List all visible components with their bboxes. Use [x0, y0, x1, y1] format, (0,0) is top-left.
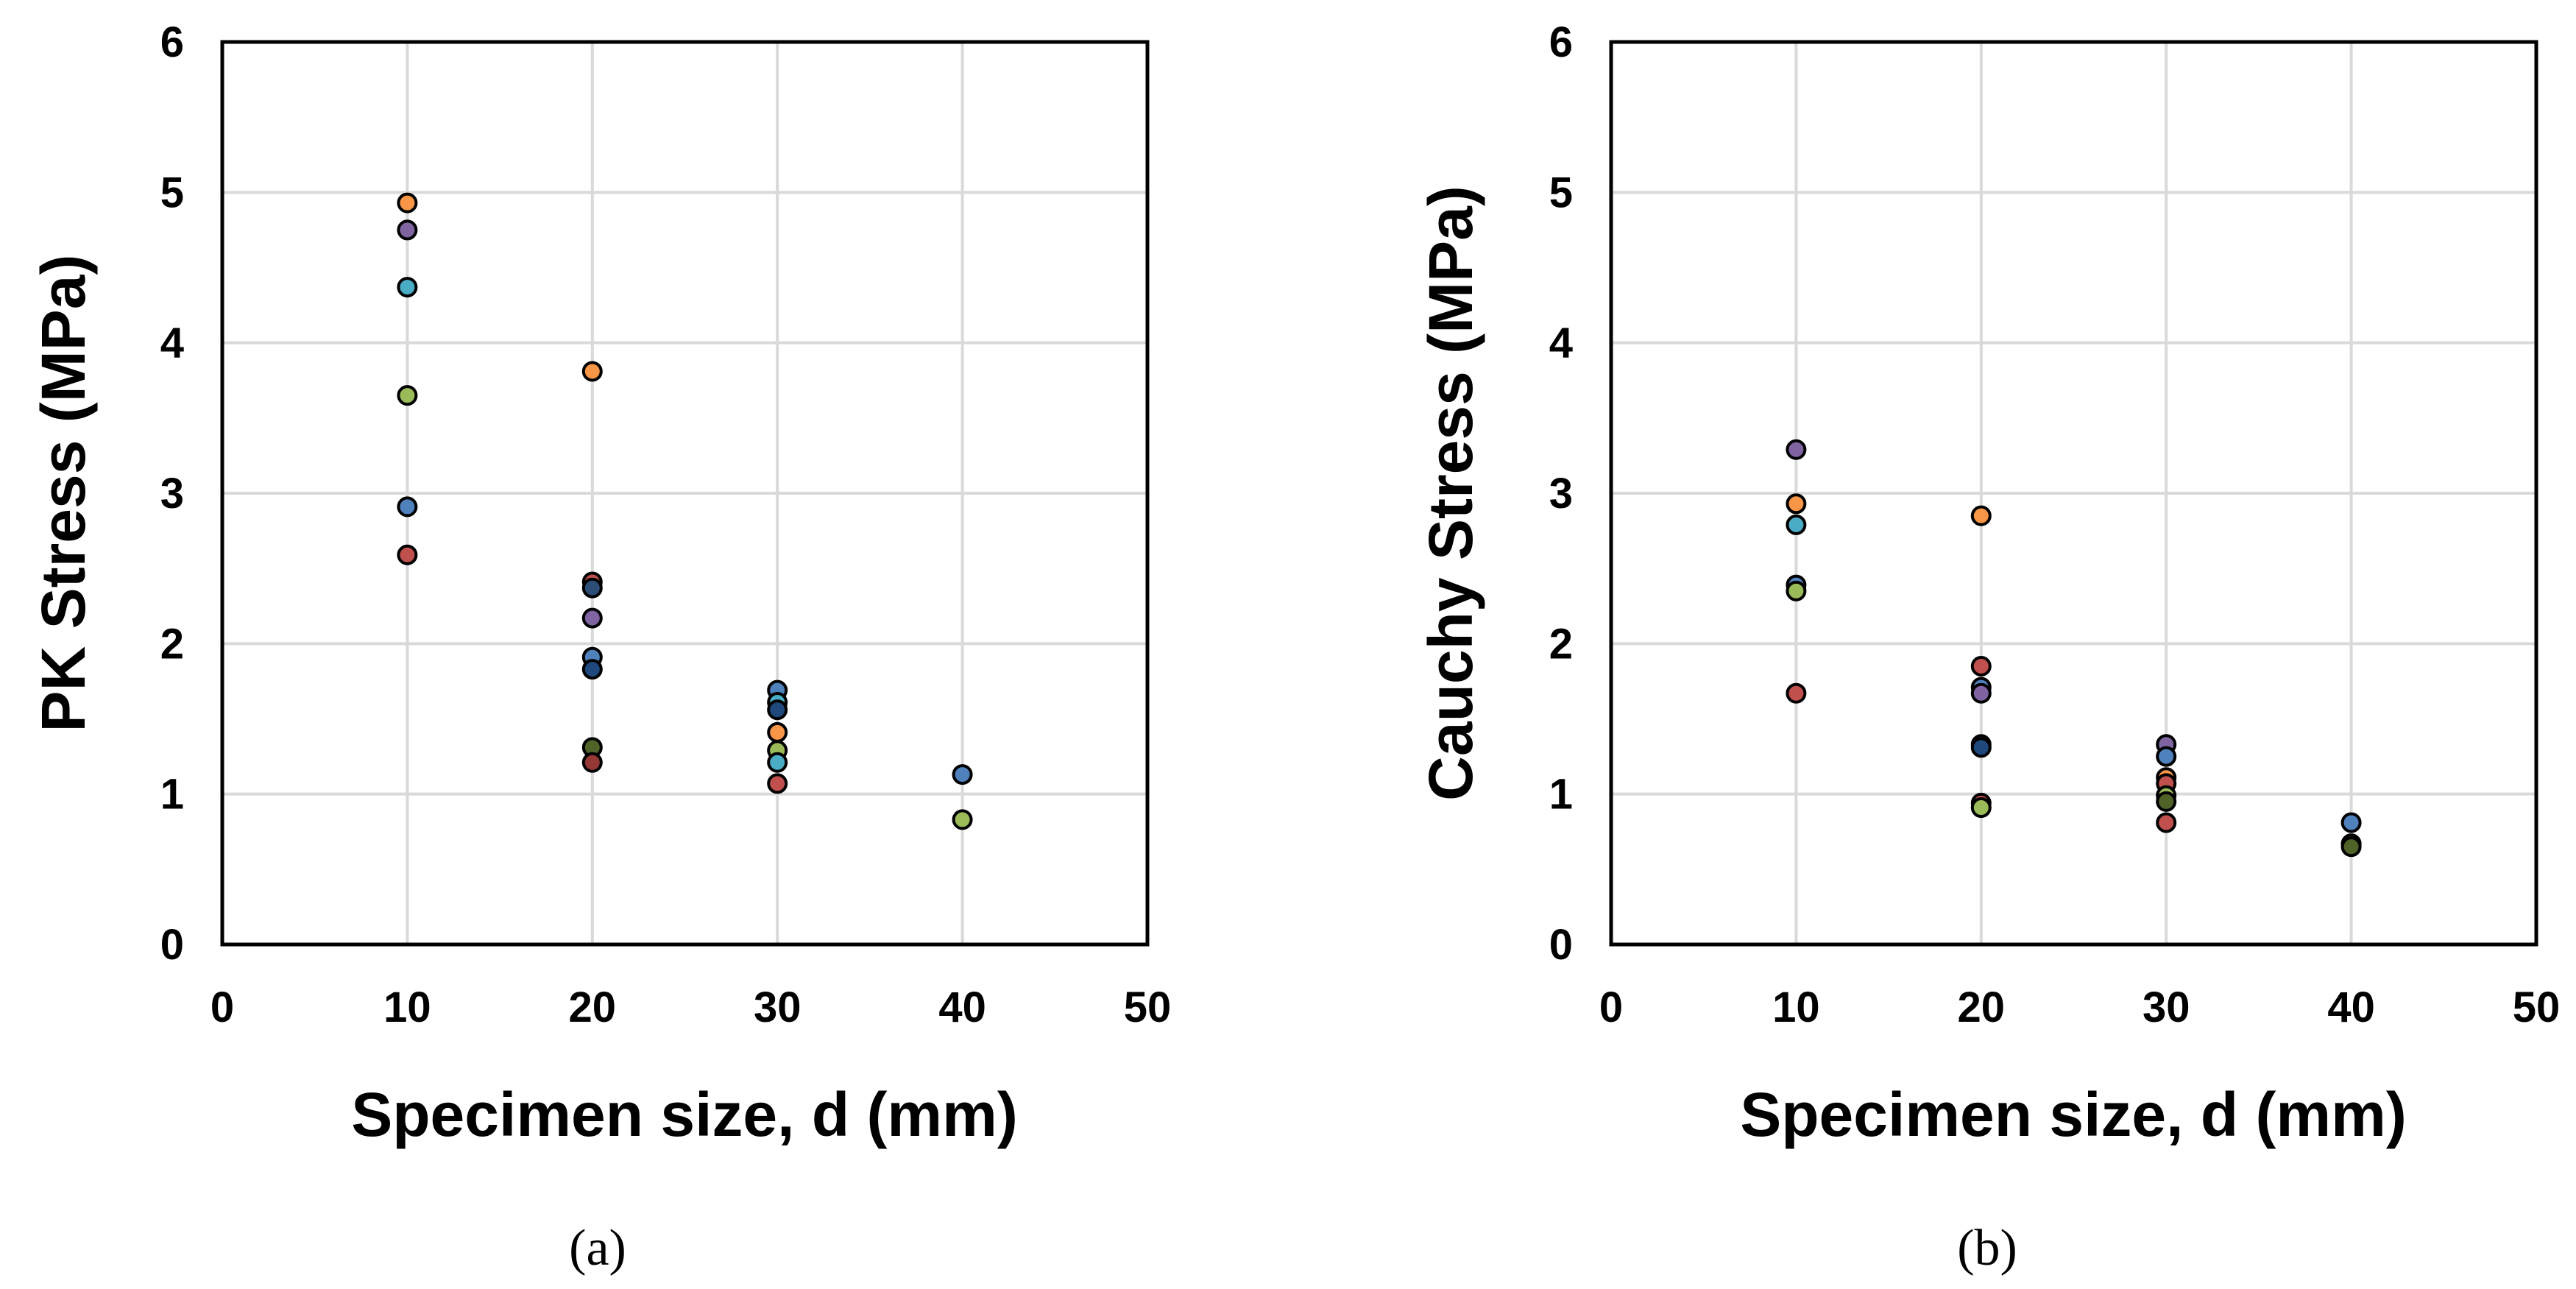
data-points [397, 192, 973, 830]
data-point [767, 752, 788, 773]
data-point [397, 496, 418, 518]
gridlines [222, 42, 1147, 944]
data-point [397, 219, 418, 241]
data-point [2156, 791, 2177, 812]
y-axis-label: PK Stress (MPa) [29, 255, 98, 732]
x-tick-labels: 0 10 20 30 40 50 [1599, 983, 2560, 1031]
y-tick-label: 0 [160, 921, 184, 969]
x-tick-label: 40 [938, 983, 986, 1031]
x-tick-label: 10 [1772, 983, 1820, 1031]
data-point [397, 385, 418, 406]
x-tick-labels: 0 10 20 30 40 50 [210, 983, 1171, 1031]
y-tick-label: 4 [160, 319, 184, 367]
data-point [2340, 836, 2362, 858]
data-point [767, 773, 788, 794]
data-point [397, 192, 418, 213]
y-tick-label: 1 [1549, 771, 1573, 819]
y-tick-label: 3 [160, 470, 184, 518]
data-point [2340, 812, 2362, 833]
x-tick-label: 50 [1124, 983, 1172, 1031]
data-point [1970, 505, 1992, 526]
data-point [952, 809, 973, 830]
data-point [2156, 746, 2177, 767]
y-tick-labels: 0 1 2 3 4 5 6 [1549, 18, 1573, 969]
x-tick-label: 30 [2142, 983, 2190, 1031]
gridlines [1611, 42, 2536, 944]
x-tick-label: 50 [2513, 983, 2561, 1031]
x-tick-label: 20 [1958, 983, 2006, 1031]
y-tick-label: 6 [160, 18, 184, 66]
plot-frame [1609, 40, 2538, 947]
y-tick-label: 0 [1549, 921, 1573, 969]
data-point [767, 721, 788, 743]
y-tick-label: 2 [160, 620, 184, 668]
data-point [581, 752, 603, 773]
data-point [581, 659, 603, 680]
y-tick-label: 5 [1549, 169, 1573, 216]
y-tick-label: 2 [1549, 620, 1573, 668]
x-tick-label: 20 [569, 983, 617, 1031]
data-point [767, 699, 788, 721]
data-point [581, 361, 603, 382]
y-tick-label: 3 [1549, 470, 1573, 518]
data-point [1786, 580, 1807, 601]
data-point [2156, 812, 2177, 833]
data-point [1970, 655, 1992, 677]
data-point [1970, 682, 1992, 704]
data-point [397, 544, 418, 565]
data-point [1970, 797, 1992, 819]
x-axis-label: Specimen size, d (mm) [1740, 1080, 2407, 1149]
data-point [1786, 493, 1807, 515]
y-tick-label: 4 [1549, 319, 1573, 367]
panel-caption: (a) [569, 1220, 626, 1276]
panel-caption: (b) [1957, 1220, 2017, 1276]
data-point [1786, 682, 1807, 704]
data-point [581, 577, 603, 598]
data-point [952, 764, 973, 785]
x-axis-label: Specimen size, d (mm) [351, 1080, 1018, 1149]
x-tick-label: 30 [754, 983, 802, 1031]
y-tick-label: 1 [160, 771, 184, 819]
plot-frame [220, 40, 1150, 947]
x-tick-label: 40 [2327, 983, 2375, 1031]
x-tick-label: 10 [383, 983, 431, 1031]
data-point [397, 277, 418, 298]
y-tick-labels: 0 1 2 3 4 5 6 [160, 18, 184, 969]
data-point [1786, 514, 1807, 535]
data-point [581, 607, 603, 629]
x-tick-label: 0 [210, 983, 234, 1031]
data-point [1786, 439, 1807, 460]
data-points [1786, 439, 2362, 858]
x-tick-label: 0 [1599, 983, 1623, 1031]
y-axis-label: Cauchy Stress (MPa) [1416, 186, 1485, 801]
y-tick-label: 6 [1549, 18, 1573, 66]
data-point [1970, 737, 1992, 758]
y-tick-label: 5 [160, 169, 184, 216]
chart-panel-a: 0 1 2 3 4 5 6 0 10 20 30 40 50 PK Stress (MPa) Spec… [29, 18, 1171, 1276]
